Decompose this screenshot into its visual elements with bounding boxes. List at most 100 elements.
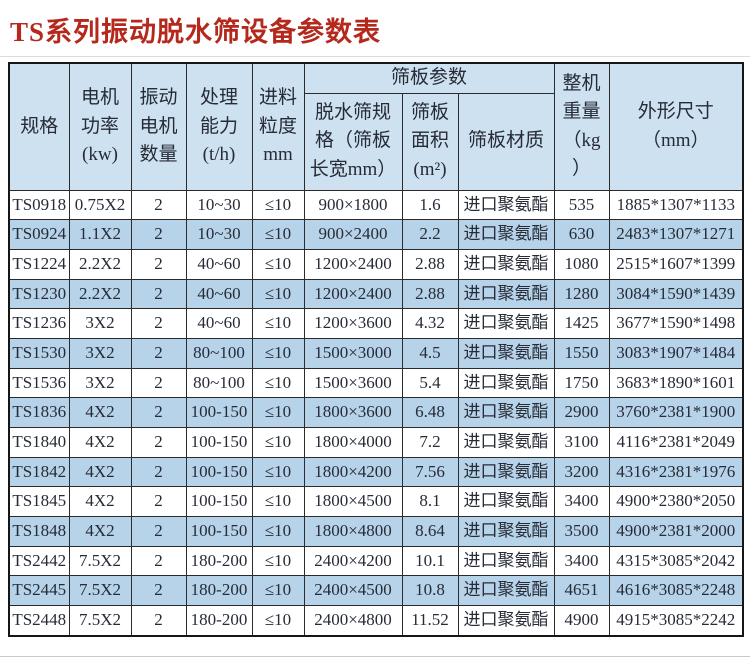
table-cell: 2400×4500 bbox=[303, 575, 403, 607]
table-cell: 1200×2400 bbox=[303, 248, 403, 280]
table-cell: 2 bbox=[130, 248, 187, 280]
table-cell: ≤10 bbox=[251, 516, 305, 547]
table-cell: 10~30 bbox=[185, 219, 253, 250]
col-header-weight: 整机 重量 （kg ） bbox=[553, 62, 610, 191]
table-row: TS1536 3X2 2 80~100 ≤10 1500×3600 5.4 进口聚氨酯 1750… bbox=[8, 367, 744, 399]
table-cell: 1280 bbox=[553, 278, 610, 310]
table-cell: 80~100 bbox=[185, 367, 253, 399]
table-cell: 100-150 bbox=[185, 427, 253, 458]
table-cell: 3X2 bbox=[68, 367, 132, 399]
table-cell: 2.2X2 bbox=[68, 278, 132, 310]
table-cell: 5.4 bbox=[401, 367, 459, 399]
table-cell: 进口聚氨酯 bbox=[457, 278, 555, 310]
table-cell: 1.6 bbox=[401, 189, 459, 221]
table-cell: 7.56 bbox=[401, 456, 459, 488]
table-cell: 进口聚氨酯 bbox=[457, 337, 555, 369]
table-row: TS1530 3X2 2 80~100 ≤10 1500×3000 4.5 进口聚氨酯 1550… bbox=[8, 337, 744, 369]
table-cell: 2.88 bbox=[401, 278, 459, 310]
table-cell: ≤10 bbox=[251, 248, 305, 280]
table-cell: ≤10 bbox=[251, 337, 305, 369]
table-cell: ≤10 bbox=[251, 278, 305, 310]
table-cell: 3677*1590*1498 bbox=[608, 308, 744, 339]
table-cell: 3400 bbox=[553, 486, 610, 518]
table-cell: 100-150 bbox=[185, 397, 253, 428]
table-cell: ≤10 bbox=[251, 397, 305, 428]
table-cell: TS2442 bbox=[8, 545, 70, 577]
table-cell: TS0924 bbox=[8, 219, 70, 250]
table-cell: TS0918 bbox=[8, 189, 70, 221]
table-cell: 1800×4000 bbox=[303, 427, 403, 458]
table-row: TS1842 4X2 2 100-150 ≤10 1800×4200 7.56 进口聚氨酯 32… bbox=[8, 456, 744, 488]
table-cell: 3760*2381*1900 bbox=[608, 397, 744, 428]
table-cell: ≤10 bbox=[251, 545, 305, 577]
table-cell: 4900*2380*2050 bbox=[608, 486, 744, 518]
table-cell: 2515*1607*1399 bbox=[608, 248, 744, 280]
table-cell: 40~60 bbox=[185, 278, 253, 310]
table-cell: 2 bbox=[130, 308, 187, 339]
table-cell: 4900 bbox=[553, 605, 610, 637]
table-cell: ≤10 bbox=[251, 367, 305, 399]
table-body: TS0918 0.75X2 2 10~30 ≤10 900×1800 1.6 进口聚氨酯 535… bbox=[8, 189, 744, 637]
table-cell: TS1530 bbox=[8, 337, 70, 369]
table-cell: TS2448 bbox=[8, 605, 70, 637]
col-header-dimensions: 外形尺寸 （mm） bbox=[608, 62, 744, 191]
table-cell: 1200×2400 bbox=[303, 278, 403, 310]
table-cell: 180-200 bbox=[185, 575, 253, 607]
table-cell: TS1845 bbox=[8, 486, 70, 518]
table-cell: 3083*1907*1484 bbox=[608, 337, 744, 369]
table-cell: ≤10 bbox=[251, 575, 305, 607]
table-cell: 1800×4800 bbox=[303, 516, 403, 547]
table-cell: 进口聚氨酯 bbox=[457, 427, 555, 458]
table-cell: 1200×3600 bbox=[303, 308, 403, 339]
table-cell: 进口聚氨酯 bbox=[457, 248, 555, 280]
parameter-table: 规格 电机 功率 (kw) 振动 电机 数量 处理 能力 (t/h) 进料 粒度… bbox=[8, 62, 745, 637]
table-cell: TS1840 bbox=[8, 427, 70, 458]
table-cell: 1550 bbox=[553, 337, 610, 369]
col-header-feed-size: 进料 粒度 mm bbox=[251, 62, 305, 191]
table-row: TS1840 4X2 2 100-150 ≤10 1800×4000 7.2 进口聚氨酯 310… bbox=[8, 427, 744, 458]
page-title: TS系列振动脱水筛设备参数表 bbox=[10, 17, 382, 47]
table-cell: 1800×4200 bbox=[303, 456, 403, 488]
table-cell: ≤10 bbox=[251, 189, 305, 221]
table-cell: 2 bbox=[130, 278, 187, 310]
table-cell: TS1842 bbox=[8, 456, 70, 488]
col-header-motor-power: 电机 功率 (kw) bbox=[68, 62, 132, 191]
table-cell: ≤10 bbox=[251, 605, 305, 637]
table-cell: 4116*2381*2049 bbox=[608, 427, 744, 458]
table-cell: TS2445 bbox=[8, 575, 70, 607]
table-cell: 2400×4800 bbox=[303, 605, 403, 637]
table-header: 规格 电机 功率 (kw) 振动 电机 数量 处理 能力 (t/h) 进料 粒度… bbox=[8, 62, 744, 191]
table-cell: 4X2 bbox=[68, 516, 132, 547]
table-row: TS1236 3X2 2 40~60 ≤10 1200×3600 4.32 进口聚氨酯 1425… bbox=[8, 308, 744, 339]
table-cell: 4X2 bbox=[68, 427, 132, 458]
table-cell: 100-150 bbox=[185, 456, 253, 488]
table-cell: TS1230 bbox=[8, 278, 70, 310]
table-cell: 10~30 bbox=[185, 189, 253, 221]
table-cell: 进口聚氨酯 bbox=[457, 575, 555, 607]
table-cell: 10.8 bbox=[401, 575, 459, 607]
table-cell: 2.2X2 bbox=[68, 248, 132, 280]
table-row: TS1836 4X2 2 100-150 ≤10 1800×3600 6.48 进口聚氨酯 29… bbox=[8, 397, 744, 428]
table-cell: 4316*2381*1976 bbox=[608, 456, 744, 488]
table-cell: 7.5X2 bbox=[68, 545, 132, 577]
table-cell: TS1236 bbox=[8, 308, 70, 339]
table-cell: 7.5X2 bbox=[68, 605, 132, 637]
col-header-spec: 规格 bbox=[8, 62, 70, 191]
table-row: TS1845 4X2 2 100-150 ≤10 1800×4500 8.1 进口聚氨酯 340… bbox=[8, 486, 744, 518]
table-cell: 4X2 bbox=[68, 397, 132, 428]
table-cell: 900×2400 bbox=[303, 219, 403, 250]
table-cell: TS1536 bbox=[8, 367, 70, 399]
table-cell: 进口聚氨酯 bbox=[457, 367, 555, 399]
table-row: TS2448 7.5X2 2 180-200 ≤10 2400×4800 11.52 进口聚氨… bbox=[8, 605, 744, 637]
col-header-screen-spec: 脱水筛规 格（筛板 长宽mm） bbox=[303, 92, 403, 191]
table-cell: 1750 bbox=[553, 367, 610, 399]
table-cell: ≤10 bbox=[251, 486, 305, 518]
table-cell: 3X2 bbox=[68, 337, 132, 369]
col-header-capacity: 处理 能力 (t/h) bbox=[185, 62, 253, 191]
table-cell: 2 bbox=[130, 367, 187, 399]
table-cell: 进口聚氨酯 bbox=[457, 308, 555, 339]
table-cell: 3200 bbox=[553, 456, 610, 488]
table-cell: 7.2 bbox=[401, 427, 459, 458]
table-cell: 100-150 bbox=[185, 516, 253, 547]
bottom-divider bbox=[0, 656, 750, 657]
